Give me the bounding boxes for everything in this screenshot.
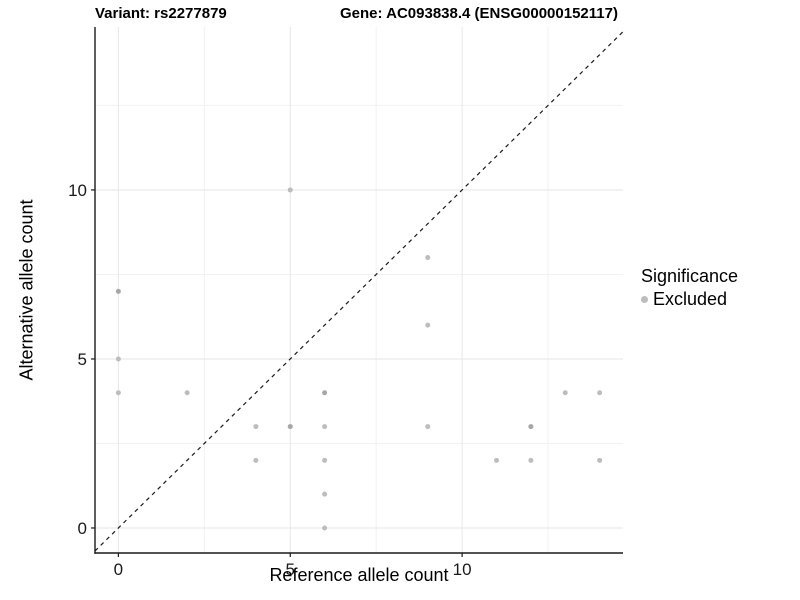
data-point [322,390,328,396]
gene-title: Gene: AC093838.4 (ENSG00000152117) [340,5,618,22]
x-tick-label: 5 [286,560,295,579]
data-point [322,457,328,463]
data-point [528,424,534,430]
legend-title: Significance [641,266,739,286]
data-point [322,491,328,497]
x-tick-label: 10 [453,560,472,579]
data-point [597,390,603,396]
data-point [115,288,121,294]
data-point [322,525,328,531]
data-point [287,187,293,193]
data-point [287,424,293,430]
y-tick-label: 0 [78,519,87,538]
data-point [184,390,190,396]
data-point [562,390,568,396]
legend-item-label: Excluded [653,289,728,309]
x-axis-title: Reference allele count [269,565,449,585]
y-axis-title: Alternative allele count [16,199,37,381]
identity-dashed-line [94,31,624,552]
data-point [322,424,328,430]
data-point [115,390,121,396]
y-tick-label: 5 [78,350,87,369]
data-point [425,424,431,430]
data-point [494,457,499,463]
legend: Significance Excluded [641,266,738,310]
x-tick-label: 0 [114,560,123,579]
data-point [253,424,259,430]
legend-item: Excluded [641,289,738,310]
data-point [253,457,259,463]
data-point [597,457,603,463]
data-point [425,255,431,261]
data-point [115,356,121,362]
y-tick-label: 10 [68,181,87,200]
legend-point-icon [641,296,648,303]
variant-title: Variant: rs2277879 [95,5,227,22]
data-point [425,322,431,328]
data-point [528,457,534,463]
